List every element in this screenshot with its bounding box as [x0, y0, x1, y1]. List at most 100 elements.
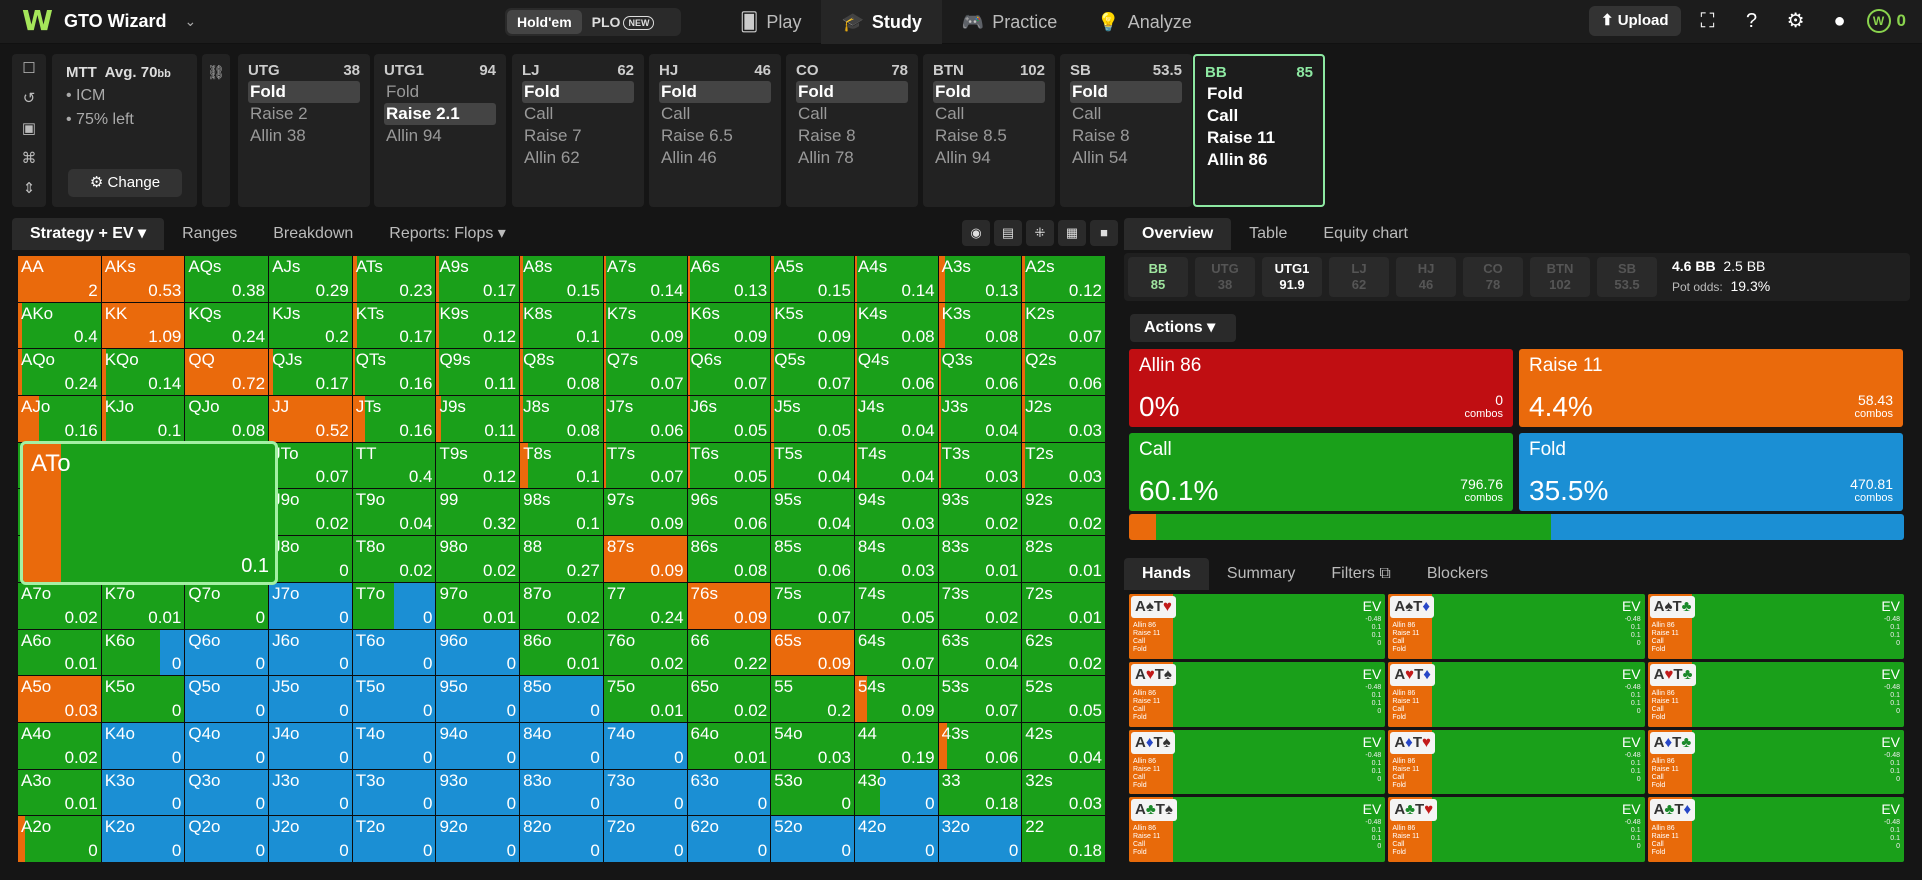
matrix-cell-76s[interactable]: 76s 0.09: [687, 582, 771, 629]
matrix-cell-64s[interactable]: 64s 0.07: [854, 629, 938, 676]
matrix-cell-88[interactable]: 88 0.27: [520, 536, 603, 582]
position-action[interactable]: Raise 7: [524, 126, 582, 145]
matrix-cell-QTs[interactable]: QTs 0.16: [352, 349, 436, 396]
matrix-cell-A5o[interactable]: A5o 0.03: [18, 676, 101, 722]
matrix-cell-J8o[interactable]: J8o 0: [269, 536, 352, 582]
matrix-cell-65o[interactable]: 65o 0.02: [687, 676, 771, 722]
matrix-cell-QQ[interactable]: QQ 0.72: [185, 349, 269, 396]
matrix-cell-J9o[interactable]: J9o 0.02: [269, 489, 352, 536]
matrix-cell-K4o[interactable]: K4o 0: [101, 722, 185, 769]
tab-overview[interactable]: Overview: [1124, 218, 1232, 250]
overview-seat-co[interactable]: CO 78: [1463, 257, 1523, 297]
matrix-cell-Q3o[interactable]: Q3o 0: [185, 769, 269, 816]
position-action[interactable]: Raise 8: [798, 126, 856, 145]
matrix-cell-A6s[interactable]: A6s 0.13: [687, 256, 771, 302]
gamepad-icon[interactable]: ⌘: [21, 150, 37, 167]
hand-combo-cell[interactable]: A♣T♥ EV Allin 86 Raise 11 Call Fold -0.48 0.1 0.…: [1388, 797, 1645, 862]
tab-filters[interactable]: Filters ⧉: [1313, 558, 1408, 590]
matrix-cell-94o[interactable]: 94o 0: [436, 722, 520, 769]
matrix-cell-T6s[interactable]: T6s 0.05: [687, 442, 771, 489]
matrix-cell-K8s[interactable]: K8s 0.1: [520, 302, 603, 349]
matrix-cell-QJo[interactable]: QJo 0.08: [185, 396, 269, 442]
matrix-cell-T4s[interactable]: T4s 0.04: [854, 442, 938, 489]
matrix-cell-87s[interactable]: 87s 0.09: [603, 536, 687, 582]
matrix-cell-T4o[interactable]: T4o 0: [352, 722, 436, 769]
matrix-cell-32o[interactable]: 32o 0: [938, 816, 1022, 862]
matrix-cell-K5s[interactable]: K5s 0.09: [771, 302, 854, 349]
matrix-cell-Q3s[interactable]: Q3s 0.06: [938, 349, 1022, 396]
matrix-cell-82o[interactable]: 82o 0: [520, 816, 603, 862]
matrix-cell-83s[interactable]: 83s 0.01: [938, 536, 1022, 582]
matrix-cell-A3o[interactable]: A3o 0.01: [18, 769, 101, 816]
matrix-cell-53s[interactable]: 53s 0.07: [938, 676, 1022, 722]
matrix-cell-72o[interactable]: 72o 0: [603, 816, 687, 862]
matrix-cell-62s[interactable]: 62s 0.02: [1022, 629, 1105, 676]
hand-combo-cell[interactable]: A♥T♣ EV Allin 86 Raise 11 Call Fold -0.48 0.1 0.…: [1647, 661, 1904, 727]
link-icon[interactable]: ⛓: [202, 54, 230, 207]
matrix-cell-73s[interactable]: 73s 0.02: [938, 582, 1022, 629]
gear-icon[interactable]: ⚙: [1786, 10, 1805, 32]
matrix-cell-96s[interactable]: 96s 0.06: [687, 489, 771, 536]
account-icon[interactable]: ●: [1833, 10, 1846, 32]
full-icon[interactable]: ■: [1090, 220, 1118, 246]
action-box-raise[interactable]: Raise 11 4.4% 58.43 combos: [1519, 349, 1903, 427]
matrix-cell-99[interactable]: 99 0.32: [436, 489, 520, 536]
matrix-cell-22[interactable]: 22 0.18: [1022, 816, 1105, 862]
matrix-cell-98o[interactable]: 98o 0.02: [436, 536, 520, 582]
tab-equity-chart[interactable]: Equity chart: [1323, 225, 1408, 242]
save-icon[interactable]: ▣: [21, 120, 37, 137]
matrix-cell-KJo[interactable]: KJo 0.1: [101, 396, 185, 442]
matrix-cell-86s[interactable]: 86s 0.08: [687, 536, 771, 582]
tab-summary[interactable]: Summary: [1226, 565, 1296, 582]
hand-combo-cell[interactable]: A♦T♠ EV Allin 86 Raise 11 Call Fold -0.48 0.1 0.…: [1129, 729, 1386, 795]
matrix-cell-JTs[interactable]: JTs 0.16: [352, 396, 436, 442]
matrix-cell-T2s[interactable]: T2s 0.03: [1022, 442, 1105, 489]
matrix-cell-T6o[interactable]: T6o 0: [352, 629, 436, 676]
matrix-cell-J6s[interactable]: J6s 0.05: [687, 396, 771, 442]
matrix-cell-97o[interactable]: 97o 0.01: [436, 582, 520, 629]
position-action[interactable]: Allin 62: [524, 148, 580, 167]
screenshot-icon[interactable]: ⛶: [1700, 10, 1715, 32]
matrix-cell-92o[interactable]: 92o 0: [436, 816, 520, 862]
compact-icon[interactable]: ⁜: [1026, 220, 1054, 246]
matrix-cell-74o[interactable]: 74o 0: [603, 722, 687, 769]
matrix-cell-J7o[interactable]: J7o 0: [269, 582, 352, 629]
matrix-cell-J4s[interactable]: J4s 0.04: [854, 396, 938, 442]
position-card-co[interactable]: CO 78 Fold Call Raise 8 Allin 78: [786, 54, 918, 207]
matrix-cell-82s[interactable]: 82s 0.01: [1022, 536, 1105, 582]
position-action[interactable]: Raise 2: [250, 104, 308, 123]
holdem-tab[interactable]: Hold'em: [507, 10, 582, 34]
matrix-cell-84o[interactable]: 84o 0: [520, 722, 603, 769]
chevron-down-icon[interactable]: ⌄: [184, 12, 197, 29]
matrix-cell-Q5s[interactable]: Q5s 0.07: [771, 349, 854, 396]
matrix-cell-63o[interactable]: 63o 0: [687, 769, 771, 816]
matrix-cell-KQo[interactable]: KQo 0.14: [101, 349, 185, 396]
position-action[interactable]: Call: [1072, 104, 1102, 123]
matrix-cell-Q4o[interactable]: Q4o 0: [185, 722, 269, 769]
plo-tab[interactable]: PLO NEW: [582, 10, 665, 34]
matrix-cell-J7s[interactable]: J7s 0.06: [603, 396, 687, 442]
matrix-cell-A6o[interactable]: A6o 0.01: [18, 629, 101, 676]
matrix-cell-AQo[interactable]: AQo 0.24: [18, 349, 101, 396]
matrix-cell-AKs[interactable]: AKs 0.53: [101, 256, 185, 302]
matrix-cell-98s[interactable]: 98s 0.1: [520, 489, 603, 536]
matrix-cell-T2o[interactable]: T2o 0: [352, 816, 436, 862]
matrix-cell-66[interactable]: 66 0.22: [687, 629, 771, 676]
matrix-cell-A9s[interactable]: A9s 0.17: [436, 256, 520, 302]
matrix-cell-93s[interactable]: 93s 0.02: [938, 489, 1022, 536]
matrix-cell-95s[interactable]: 95s 0.04: [771, 489, 854, 536]
tab-strategy-ev[interactable]: Strategy + EV ▾: [12, 218, 165, 250]
matrix-cell-T5s[interactable]: T5s 0.04: [771, 442, 854, 489]
matrix-cell-A7s[interactable]: A7s 0.14: [603, 256, 687, 302]
matrix-cell-A3s[interactable]: A3s 0.13: [938, 256, 1022, 302]
matrix-cell-Q6s[interactable]: Q6s 0.07: [687, 349, 771, 396]
matrix-cell-KK[interactable]: KK 1.09: [101, 302, 185, 349]
matrix-cell-T7o[interactable]: T7o 0: [352, 582, 436, 629]
position-action[interactable]: Raise 2.1: [384, 103, 496, 125]
position-action[interactable]: Allin 38: [250, 126, 306, 145]
position-action[interactable]: Raise 6.5: [661, 126, 733, 145]
matrix-cell-J2s[interactable]: J2s 0.03: [1022, 396, 1105, 442]
matrix-cell-75o[interactable]: 75o 0.01: [603, 676, 687, 722]
color-mode-icon[interactable]: ◉: [962, 220, 990, 246]
matrix-cell-T8o[interactable]: T8o 0.02: [352, 536, 436, 582]
